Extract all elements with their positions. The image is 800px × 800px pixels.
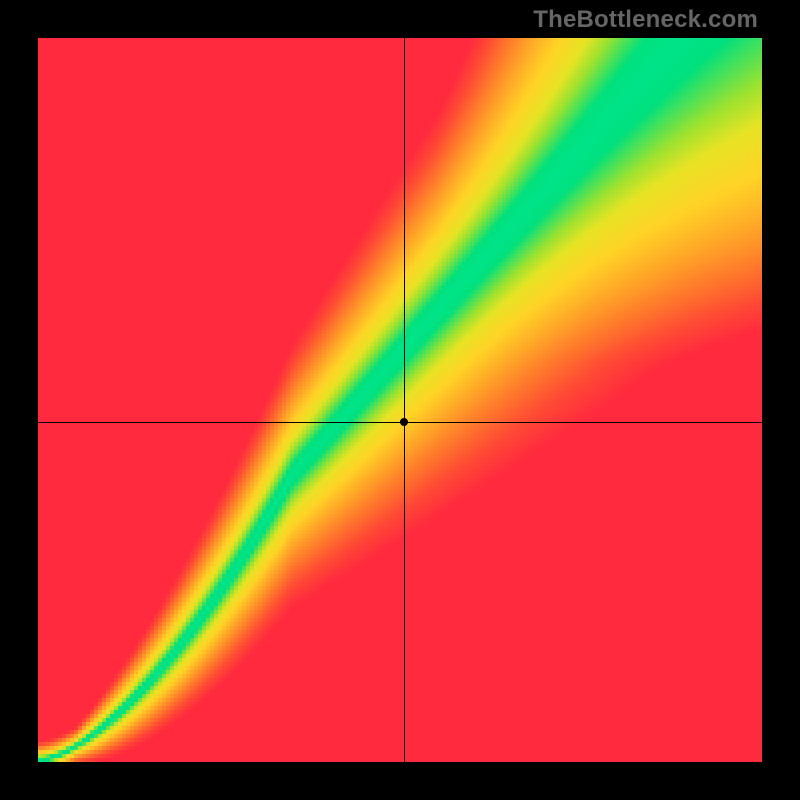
bottleneck-heatmap bbox=[38, 38, 762, 762]
crosshair-vertical bbox=[404, 38, 405, 762]
plot-area bbox=[38, 38, 762, 762]
crosshair-marker bbox=[400, 418, 408, 426]
watermark-text: TheBottleneck.com bbox=[533, 6, 758, 34]
outer-frame: TheBottleneck.com bbox=[0, 0, 800, 800]
